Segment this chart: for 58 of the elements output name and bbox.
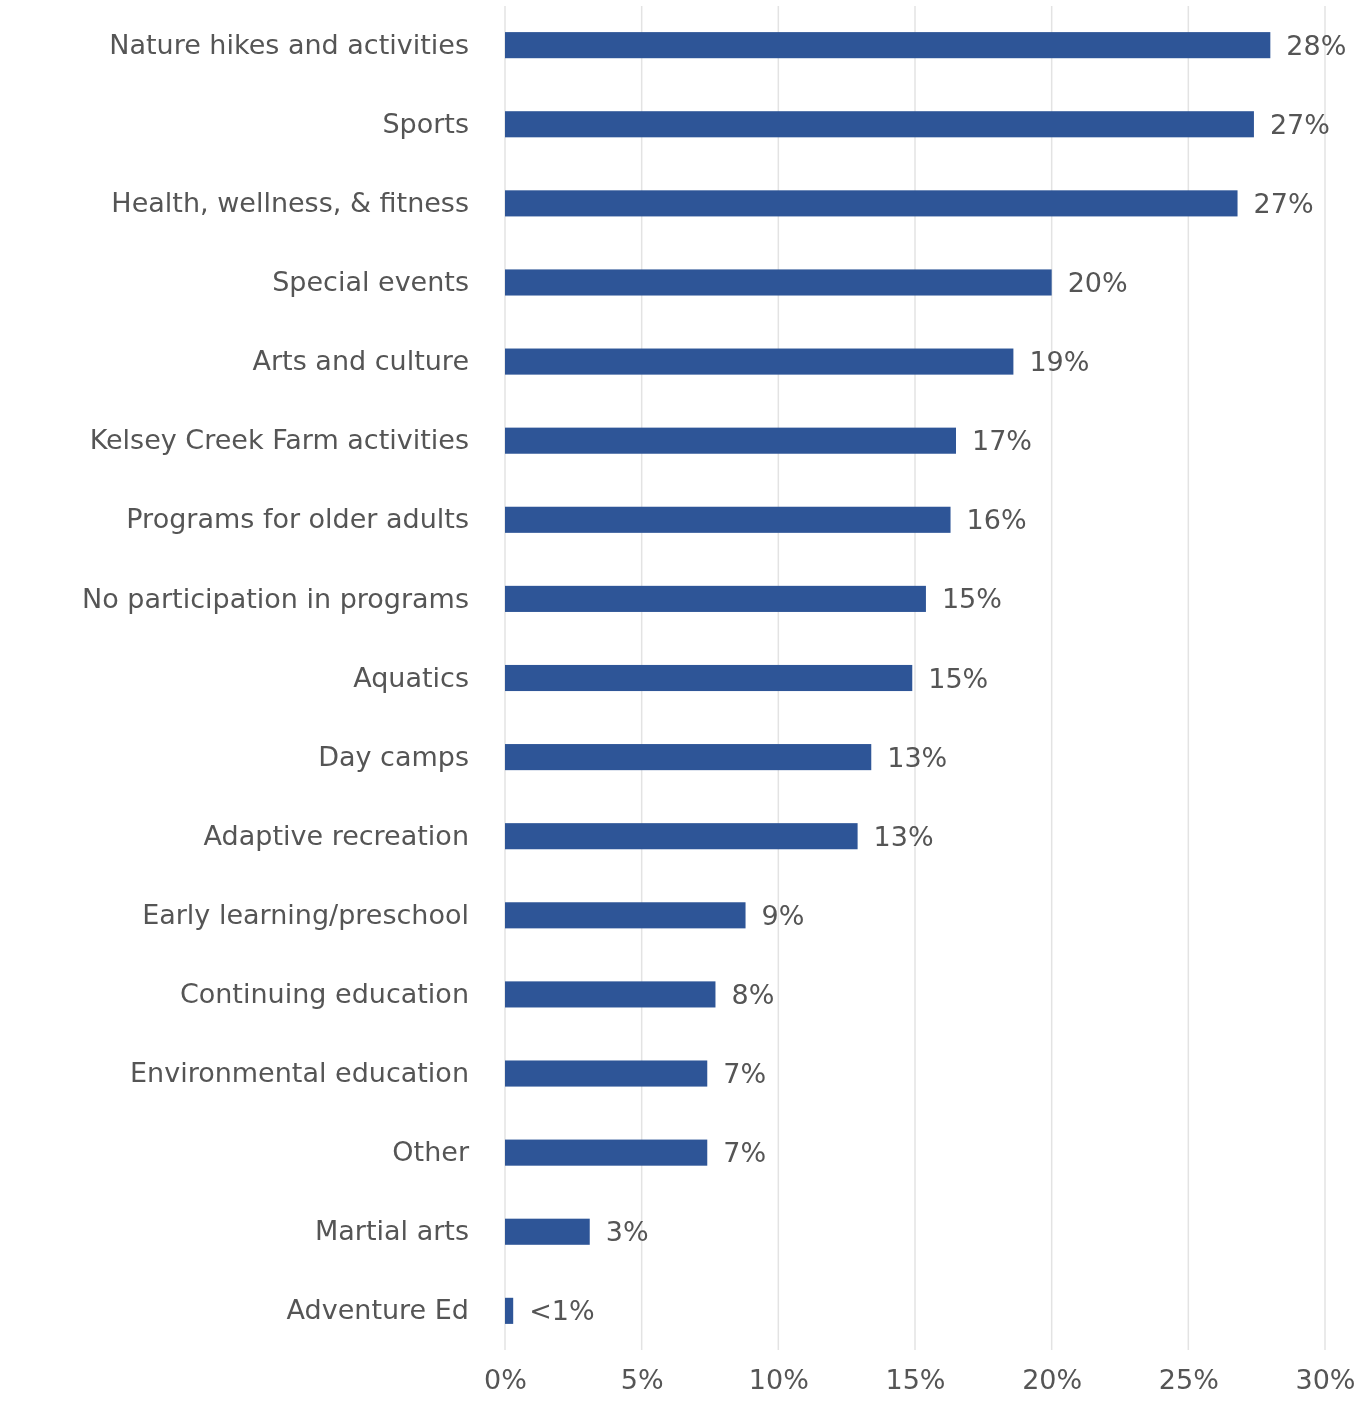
- y-tick-label: Health, wellness, & fitness: [111, 187, 469, 219]
- bar: [505, 585, 926, 612]
- x-tick-label: 15%: [885, 1364, 946, 1396]
- y-tick-label: Special events: [272, 266, 469, 298]
- data-label: 13%: [873, 820, 934, 852]
- x-tick-label: 30%: [1295, 1364, 1356, 1396]
- data-label: 3%: [605, 1216, 649, 1248]
- data-label: 9%: [761, 899, 805, 931]
- data-label: <1%: [529, 1295, 595, 1327]
- y-tick-label: Early learning/preschool: [142, 898, 469, 930]
- y-tick-label: Arts and culture: [252, 345, 469, 377]
- y-tick-label: Kelsey Creek Farm activities: [89, 424, 469, 456]
- y-tick-label: Continuing education: [179, 978, 469, 1010]
- data-label: 7%: [723, 1058, 767, 1090]
- data-label: 27%: [1253, 187, 1314, 219]
- bar: [505, 1297, 514, 1324]
- y-tick-label: Martial arts: [315, 1215, 469, 1247]
- bar: [505, 190, 1238, 217]
- bar: [505, 664, 913, 692]
- bar: [505, 823, 858, 850]
- data-label: 8%: [731, 978, 775, 1010]
- data-label: 15%: [928, 662, 989, 694]
- bar: [505, 744, 872, 771]
- bar: [505, 348, 1014, 375]
- data-label: 17%: [972, 425, 1033, 457]
- bar: [505, 902, 746, 929]
- y-tick-label: Other: [392, 1136, 470, 1168]
- y-tick-label: Environmental education: [129, 1057, 469, 1089]
- bar: [505, 111, 1254, 138]
- y-tick-label: Programs for older adults: [126, 503, 469, 535]
- bar: [505, 506, 951, 533]
- y-tick-label: Nature hikes and activities: [109, 28, 469, 60]
- x-tick-label: 10%: [748, 1364, 809, 1396]
- data-label: 15%: [941, 583, 1002, 615]
- y-tick-label: Sports: [382, 107, 469, 139]
- data-label: 16%: [966, 504, 1027, 536]
- bar: [505, 1060, 708, 1087]
- x-tick-label: 0%: [484, 1364, 527, 1396]
- data-label: 27%: [1269, 108, 1330, 140]
- bar: [505, 269, 1052, 296]
- y-tick-label: Adaptive recreation: [203, 819, 469, 851]
- data-label: 20%: [1067, 266, 1128, 298]
- data-label: 19%: [1029, 346, 1090, 378]
- data-label: 7%: [723, 1137, 767, 1169]
- bar: [505, 427, 956, 454]
- data-label: 28%: [1286, 29, 1347, 61]
- x-tick-label: 5%: [620, 1364, 664, 1396]
- x-tick-label: 20%: [1022, 1364, 1083, 1396]
- bar: [505, 981, 716, 1008]
- y-tick-label: Adventure Ed: [286, 1294, 469, 1326]
- x-tick-label: 25%: [1158, 1364, 1219, 1396]
- y-tick-label: No participation in programs: [81, 582, 469, 614]
- bar: [505, 32, 1271, 59]
- y-tick-label: Day camps: [318, 740, 469, 772]
- y-tick-label: Aquatics: [353, 661, 469, 693]
- bar: [505, 1139, 708, 1166]
- data-label: 13%: [887, 741, 948, 773]
- bar: [505, 1218, 590, 1245]
